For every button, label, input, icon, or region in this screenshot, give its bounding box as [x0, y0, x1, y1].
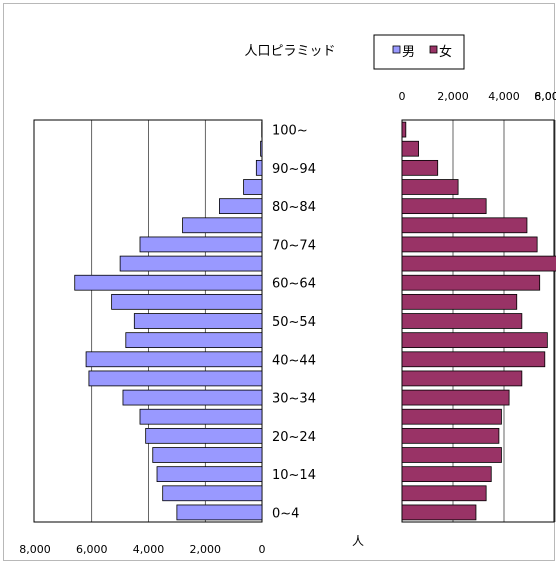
female-bar — [401, 485, 487, 502]
male-bar — [156, 466, 263, 483]
male-bar — [255, 159, 263, 176]
female-bar — [401, 121, 407, 138]
male-bar — [152, 447, 263, 463]
male-plot-area — [33, 119, 263, 523]
female-bar — [401, 466, 492, 483]
age-group-label: 100~ — [272, 124, 308, 139]
male-axis-tick-label: 6,000 — [76, 543, 108, 556]
female-bar — [401, 179, 459, 195]
female-bar — [401, 427, 500, 444]
male-axis-tick-label: 2,000 — [190, 543, 222, 556]
female-bar — [401, 332, 548, 349]
female-bar — [401, 140, 419, 157]
female-axis-tick-label: 2,000 — [437, 90, 469, 103]
female-bars — [401, 121, 556, 521]
female-bar — [401, 217, 528, 234]
male-axis-tick-label: 8,000 — [19, 543, 51, 556]
age-group-label: 20~24 — [272, 430, 316, 445]
female-axis-ticks: 0 2,000 4,000 6,0008,000 — [399, 90, 557, 103]
age-group-label: 30~34 — [272, 392, 316, 407]
male-bar — [139, 408, 263, 425]
age-group-label: 10~14 — [272, 468, 316, 483]
female-axis-tick-label: 8,000 — [534, 90, 556, 103]
male-bar — [243, 179, 263, 195]
age-group-label: 80~84 — [272, 200, 316, 215]
female-plot-area — [401, 119, 556, 523]
unit-label: 人 — [352, 534, 364, 548]
female-bar — [401, 389, 510, 406]
female-bar — [401, 447, 502, 463]
female-axis-tick-label: 6,000 — [534, 90, 556, 103]
male-bar — [119, 255, 263, 272]
female-bar — [401, 274, 541, 291]
male-bar — [133, 313, 263, 329]
legend-swatch-male — [392, 45, 401, 54]
age-group-label: 90~94 — [272, 162, 316, 177]
male-bar — [88, 370, 263, 387]
age-group-label: 0~4 — [272, 506, 299, 521]
male-bar — [125, 332, 263, 349]
male-bar — [219, 198, 263, 215]
legend-box — [373, 34, 465, 70]
age-group-label: 60~64 — [272, 277, 316, 292]
male-bar — [176, 504, 263, 521]
male-bar — [111, 293, 263, 310]
male-bar — [260, 140, 263, 157]
male-bars — [74, 121, 263, 521]
legend: 男 女 — [373, 34, 465, 70]
female-bar — [401, 408, 502, 425]
male-bar — [139, 236, 263, 253]
female-bar — [401, 255, 556, 272]
female-bar — [401, 504, 477, 521]
male-bar — [74, 274, 263, 291]
legend-label-male: 男 — [402, 45, 415, 60]
male-bar — [85, 351, 263, 368]
age-group-label: 70~74 — [272, 238, 316, 253]
female-bar — [401, 236, 538, 253]
legend-label-female: 女 — [439, 44, 452, 60]
male-bar — [145, 427, 263, 444]
legend-swatch-female — [429, 45, 438, 54]
female-bar — [401, 313, 523, 329]
female-bar — [401, 370, 523, 387]
male-axis-tick-label: 4,000 — [133, 543, 165, 556]
male-axis-tick-label: 0 — [259, 543, 266, 556]
age-group-labels: 0~4 10~14 20~24 30~34 40~44 50~54 60~64 70~74 80… — [272, 124, 316, 522]
male-axis-ticks: 8,000 6,000 4,000 2,000 0 — [19, 543, 265, 556]
female-bar — [401, 198, 487, 215]
female-axis-tick-label: 0 — [399, 90, 406, 103]
age-group-label: 50~54 — [272, 315, 316, 330]
female-axis-tick-label: 4,000 — [488, 90, 520, 103]
female-bar — [401, 351, 546, 368]
male-bar — [182, 217, 263, 234]
male-bar — [162, 485, 263, 502]
female-bar — [401, 293, 518, 310]
male-bar — [122, 389, 263, 406]
age-group-label: 40~44 — [272, 353, 316, 368]
female-bar — [401, 159, 439, 176]
chart-title: 人口ピラミッド — [244, 44, 335, 59]
